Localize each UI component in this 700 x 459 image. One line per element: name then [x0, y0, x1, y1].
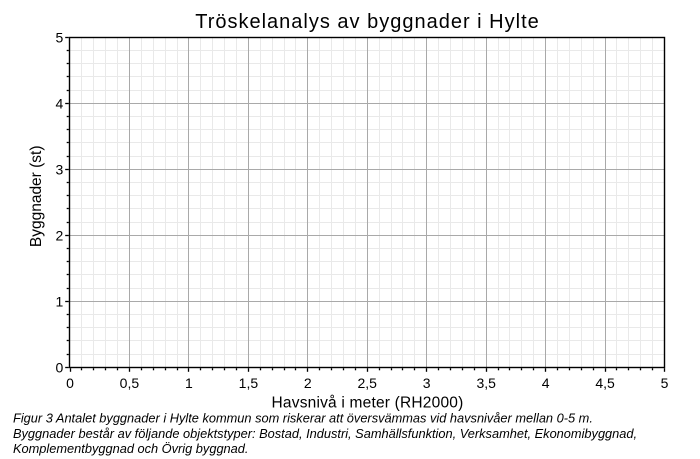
svg-text:2: 2 [304, 375, 312, 391]
svg-text:Figur 3 Antalet byggnader i Hy: Figur 3 Antalet byggnader i Hylte kommun… [13, 411, 593, 426]
svg-text:4: 4 [56, 95, 64, 111]
svg-text:5: 5 [56, 29, 64, 45]
svg-text:0,5: 0,5 [120, 375, 140, 391]
svg-text:3: 3 [56, 161, 64, 177]
svg-text:Komplementbyggnad och Övrig by: Komplementbyggnad och Övrig byggnad. [13, 441, 248, 456]
svg-text:Havsnivå i meter (RH2000): Havsnivå i meter (RH2000) [272, 394, 464, 411]
svg-text:Byggnader består av följande o: Byggnader består av följande objektstype… [13, 426, 637, 441]
svg-text:0: 0 [66, 375, 74, 391]
svg-text:5: 5 [661, 375, 669, 391]
svg-text:4,5: 4,5 [595, 375, 615, 391]
svg-text:2: 2 [56, 227, 64, 243]
svg-text:4: 4 [542, 375, 550, 391]
svg-text:1: 1 [185, 375, 193, 391]
svg-text:3: 3 [423, 375, 431, 391]
svg-text:1: 1 [56, 294, 64, 310]
svg-text:Tröskelanalys av byggnader i H: Tröskelanalys av byggnader i Hylte [195, 11, 540, 33]
svg-text:Byggnader (st): Byggnader (st) [28, 145, 45, 247]
svg-text:3,5: 3,5 [476, 375, 496, 391]
svg-text:0: 0 [56, 360, 64, 376]
svg-text:1,5: 1,5 [239, 375, 259, 391]
svg-text:2,5: 2,5 [357, 375, 377, 391]
